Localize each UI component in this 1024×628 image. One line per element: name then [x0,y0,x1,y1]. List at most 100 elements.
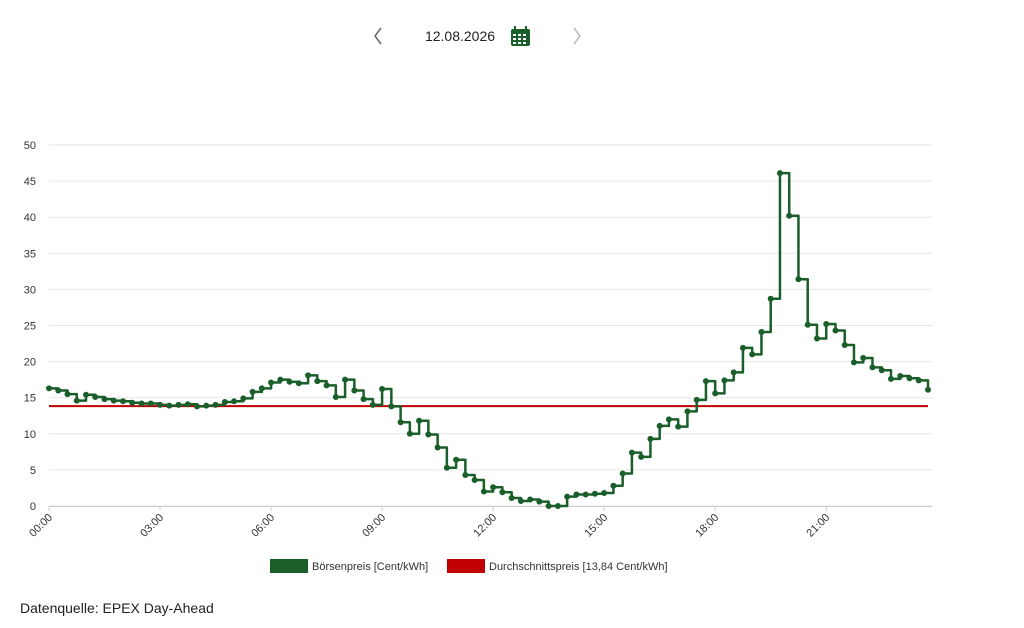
price-point [184,401,191,408]
y-tick-label: 35 [24,248,36,260]
price-point [776,170,783,177]
data-source: Datenquelle: EPEX Day-Ahead [20,600,214,616]
price-point [305,372,312,379]
y-tick-label: 30 [24,284,36,296]
price-point [46,385,52,392]
price-point [295,380,302,387]
price-point [545,503,552,509]
price-point [360,396,367,403]
price-point [850,359,857,366]
price-point [536,498,543,505]
price-point [101,396,108,403]
x-tick-label: 15:00 [582,512,610,540]
price-point [258,385,265,392]
price-point [675,423,682,430]
price-point [157,401,164,408]
price-point [379,386,386,393]
y-tick-label: 50 [24,140,36,152]
x-tick-label: 21:00 [804,512,832,540]
price-point [240,395,247,402]
price-point [638,453,645,460]
price-point [397,419,404,426]
price-point [406,430,413,437]
price-point [434,444,441,451]
price-point [564,493,571,500]
price-point [453,456,460,463]
price-point [795,276,802,283]
price-point [554,503,561,509]
price-point [721,377,728,384]
price-point [925,386,931,393]
y-tick-label: 25 [24,321,36,333]
price-point [490,484,497,491]
price-point [416,417,423,424]
price-point [730,369,737,376]
price-point [471,477,478,484]
price-point [73,397,80,404]
price-point [832,327,839,334]
price-point [268,379,275,386]
price-point [92,393,99,400]
price-point [83,391,90,398]
price-point [786,212,793,219]
price-point [906,375,913,382]
price-point [878,367,885,374]
price-point [369,401,376,408]
price-point [601,490,608,497]
price-point [508,495,515,502]
price-point [767,295,774,302]
y-tick-label: 15 [24,393,36,405]
price-point [804,321,811,328]
price-point [388,403,395,410]
price-point [610,482,617,489]
price-point [194,403,201,410]
price-point [897,373,904,380]
price-point [55,387,62,394]
prev-day[interactable] [374,27,382,45]
price-point [527,496,534,503]
price-point [351,387,358,394]
x-tick-label: 09:00 [360,512,388,540]
calendar-icon[interactable] [511,26,530,46]
price-point [323,382,330,389]
price-point [443,464,450,471]
x-tick-label: 06:00 [249,512,277,540]
price-point [749,351,756,358]
price-point [591,490,598,497]
next-day[interactable] [573,27,581,45]
price-point [869,364,876,371]
x-tick-label: 03:00 [138,512,166,540]
price-point [120,398,127,405]
price-point [647,435,654,442]
price-step-line [49,171,930,508]
y-tick-label: 40 [24,212,36,224]
x-tick-label: 12:00 [471,512,499,540]
price-point [712,390,719,397]
price-point [110,397,117,404]
price-point [147,400,154,407]
price-point [758,328,765,335]
legend-label: Durchschnittspreis [13,84 Cent/kWh] [489,561,668,573]
price-point [656,422,663,429]
price-point [129,399,136,406]
price-point [249,388,256,395]
price-point [573,491,580,498]
date[interactable]: 12.08.2026 [425,28,495,44]
price-point [915,377,922,384]
price-point [619,470,626,477]
price-point [231,398,238,405]
price-point [286,378,293,385]
price-point [739,344,746,351]
price-point [693,396,700,403]
price-point [702,378,709,385]
price-point [342,376,349,383]
y-tick-label: 0 [30,501,36,513]
y-tick-label: 10 [24,429,36,441]
price-point [138,400,145,407]
y-tick-label: 20 [24,357,36,369]
price-point [332,393,339,400]
price-point [175,401,182,408]
price-point [841,341,848,348]
price-point [684,408,691,415]
